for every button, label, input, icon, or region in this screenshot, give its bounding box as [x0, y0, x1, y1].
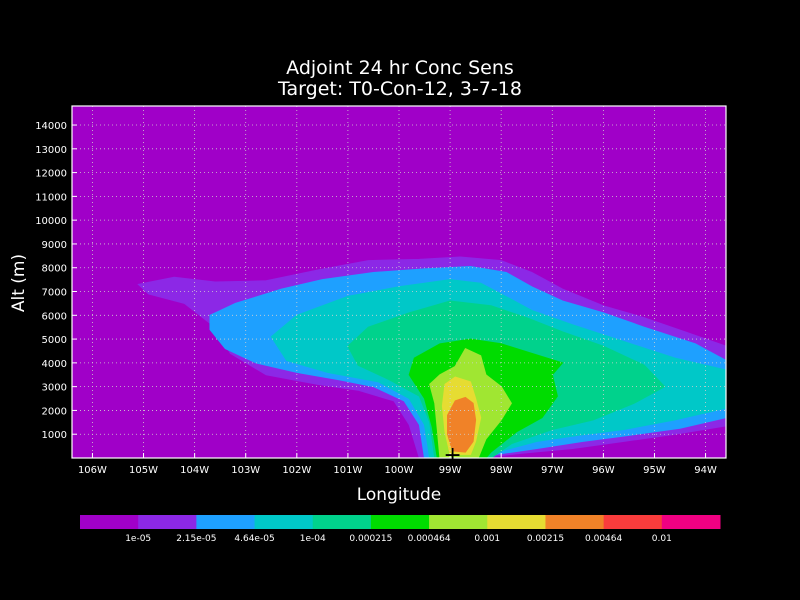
x-tick-label: 94W — [694, 465, 717, 476]
x-tick-label: 98W — [490, 465, 513, 476]
grid-layer — [72, 106, 726, 458]
x-tick-label: 100W — [385, 465, 414, 476]
y-tick-label: 6000 — [42, 311, 67, 322]
colorbar-label: 0.00215 — [527, 534, 564, 544]
y-tick-label: 9000 — [42, 240, 67, 251]
chart-subtitle: Target: T0-Con-12, 3-7-18 — [277, 78, 522, 100]
y-tick-label: 11000 — [35, 192, 67, 203]
colorbar-swatch-9 — [545, 515, 605, 529]
x-tick-label: 96W — [592, 465, 615, 476]
x-tick-label: 97W — [541, 465, 564, 476]
colorbar-label: 0.00464 — [585, 534, 622, 544]
colorbar-swatch-4 — [254, 515, 314, 529]
colorbar-label: 0.000464 — [408, 534, 451, 544]
y-axis: 1000 2000 3000 4000 5000 6000 7000 8000 9000 1000… — [35, 121, 77, 441]
colorbar-swatch-8 — [487, 515, 546, 529]
y-tick-label: 14000 — [35, 121, 67, 132]
y-tick-label: 13000 — [35, 145, 67, 156]
colorbar-label: 4.64e-05 — [234, 534, 274, 544]
target-marker: + — [443, 443, 461, 468]
colorbar-swatch-10 — [603, 515, 663, 529]
colorbar-label: 0.000215 — [349, 534, 392, 544]
colorbar-swatch-7 — [429, 515, 488, 529]
x-tick-label: 106W — [78, 465, 107, 476]
x-axis: 106W 105W 104W 103W 102W 101W 100W 99W 98W 97W 96W… — [78, 453, 717, 476]
x-tick-label: 104W — [180, 465, 209, 476]
x-axis-label: Longitude — [357, 485, 442, 505]
y-tick-label: 3000 — [42, 383, 67, 394]
colorbar-label: 0.01 — [652, 534, 672, 544]
colorbar-label: 0.001 — [474, 534, 500, 544]
chart-title: Adjoint 24 hr Conc Sens — [286, 57, 514, 79]
colorbar-swatch-5 — [312, 515, 372, 529]
colorbar-swatch-2 — [138, 515, 197, 529]
colorbar-swatch-1 — [80, 515, 139, 529]
y-axis-label: Alt (m) — [9, 254, 29, 312]
x-tick-label: 99W — [439, 465, 462, 476]
colorbar: 1e-05 2.15e-05 4.64e-05 1e-04 0.000215 0.0004… — [80, 515, 721, 544]
y-tick-label: 7000 — [42, 288, 67, 299]
y-tick-label: 10000 — [35, 216, 67, 227]
colorbar-swatch-11 — [661, 515, 721, 529]
x-tick-label: 105W — [129, 465, 158, 476]
y-tick-label: 2000 — [42, 406, 67, 417]
y-tick-label: 4000 — [42, 359, 67, 370]
colorbar-swatch-6 — [370, 515, 430, 529]
x-tick-label: 103W — [231, 465, 260, 476]
y-tick-label: 1000 — [42, 430, 67, 441]
colorbar-swatch-3 — [196, 515, 256, 529]
colorbar-label: 2.15e-05 — [176, 534, 216, 544]
x-tick-label: 101W — [333, 465, 362, 476]
y-tick-label: 5000 — [42, 335, 67, 346]
colorbar-label: 1e-04 — [300, 534, 326, 544]
contour-band-8 — [447, 396, 477, 453]
y-tick-label: 12000 — [35, 169, 67, 180]
x-tick-label: 95W — [643, 465, 666, 476]
colorbar-label: 1e-05 — [125, 534, 151, 544]
x-tick-label: 102W — [282, 465, 311, 476]
y-tick-label: 8000 — [42, 264, 67, 275]
annotation-layer: + — [443, 443, 461, 468]
